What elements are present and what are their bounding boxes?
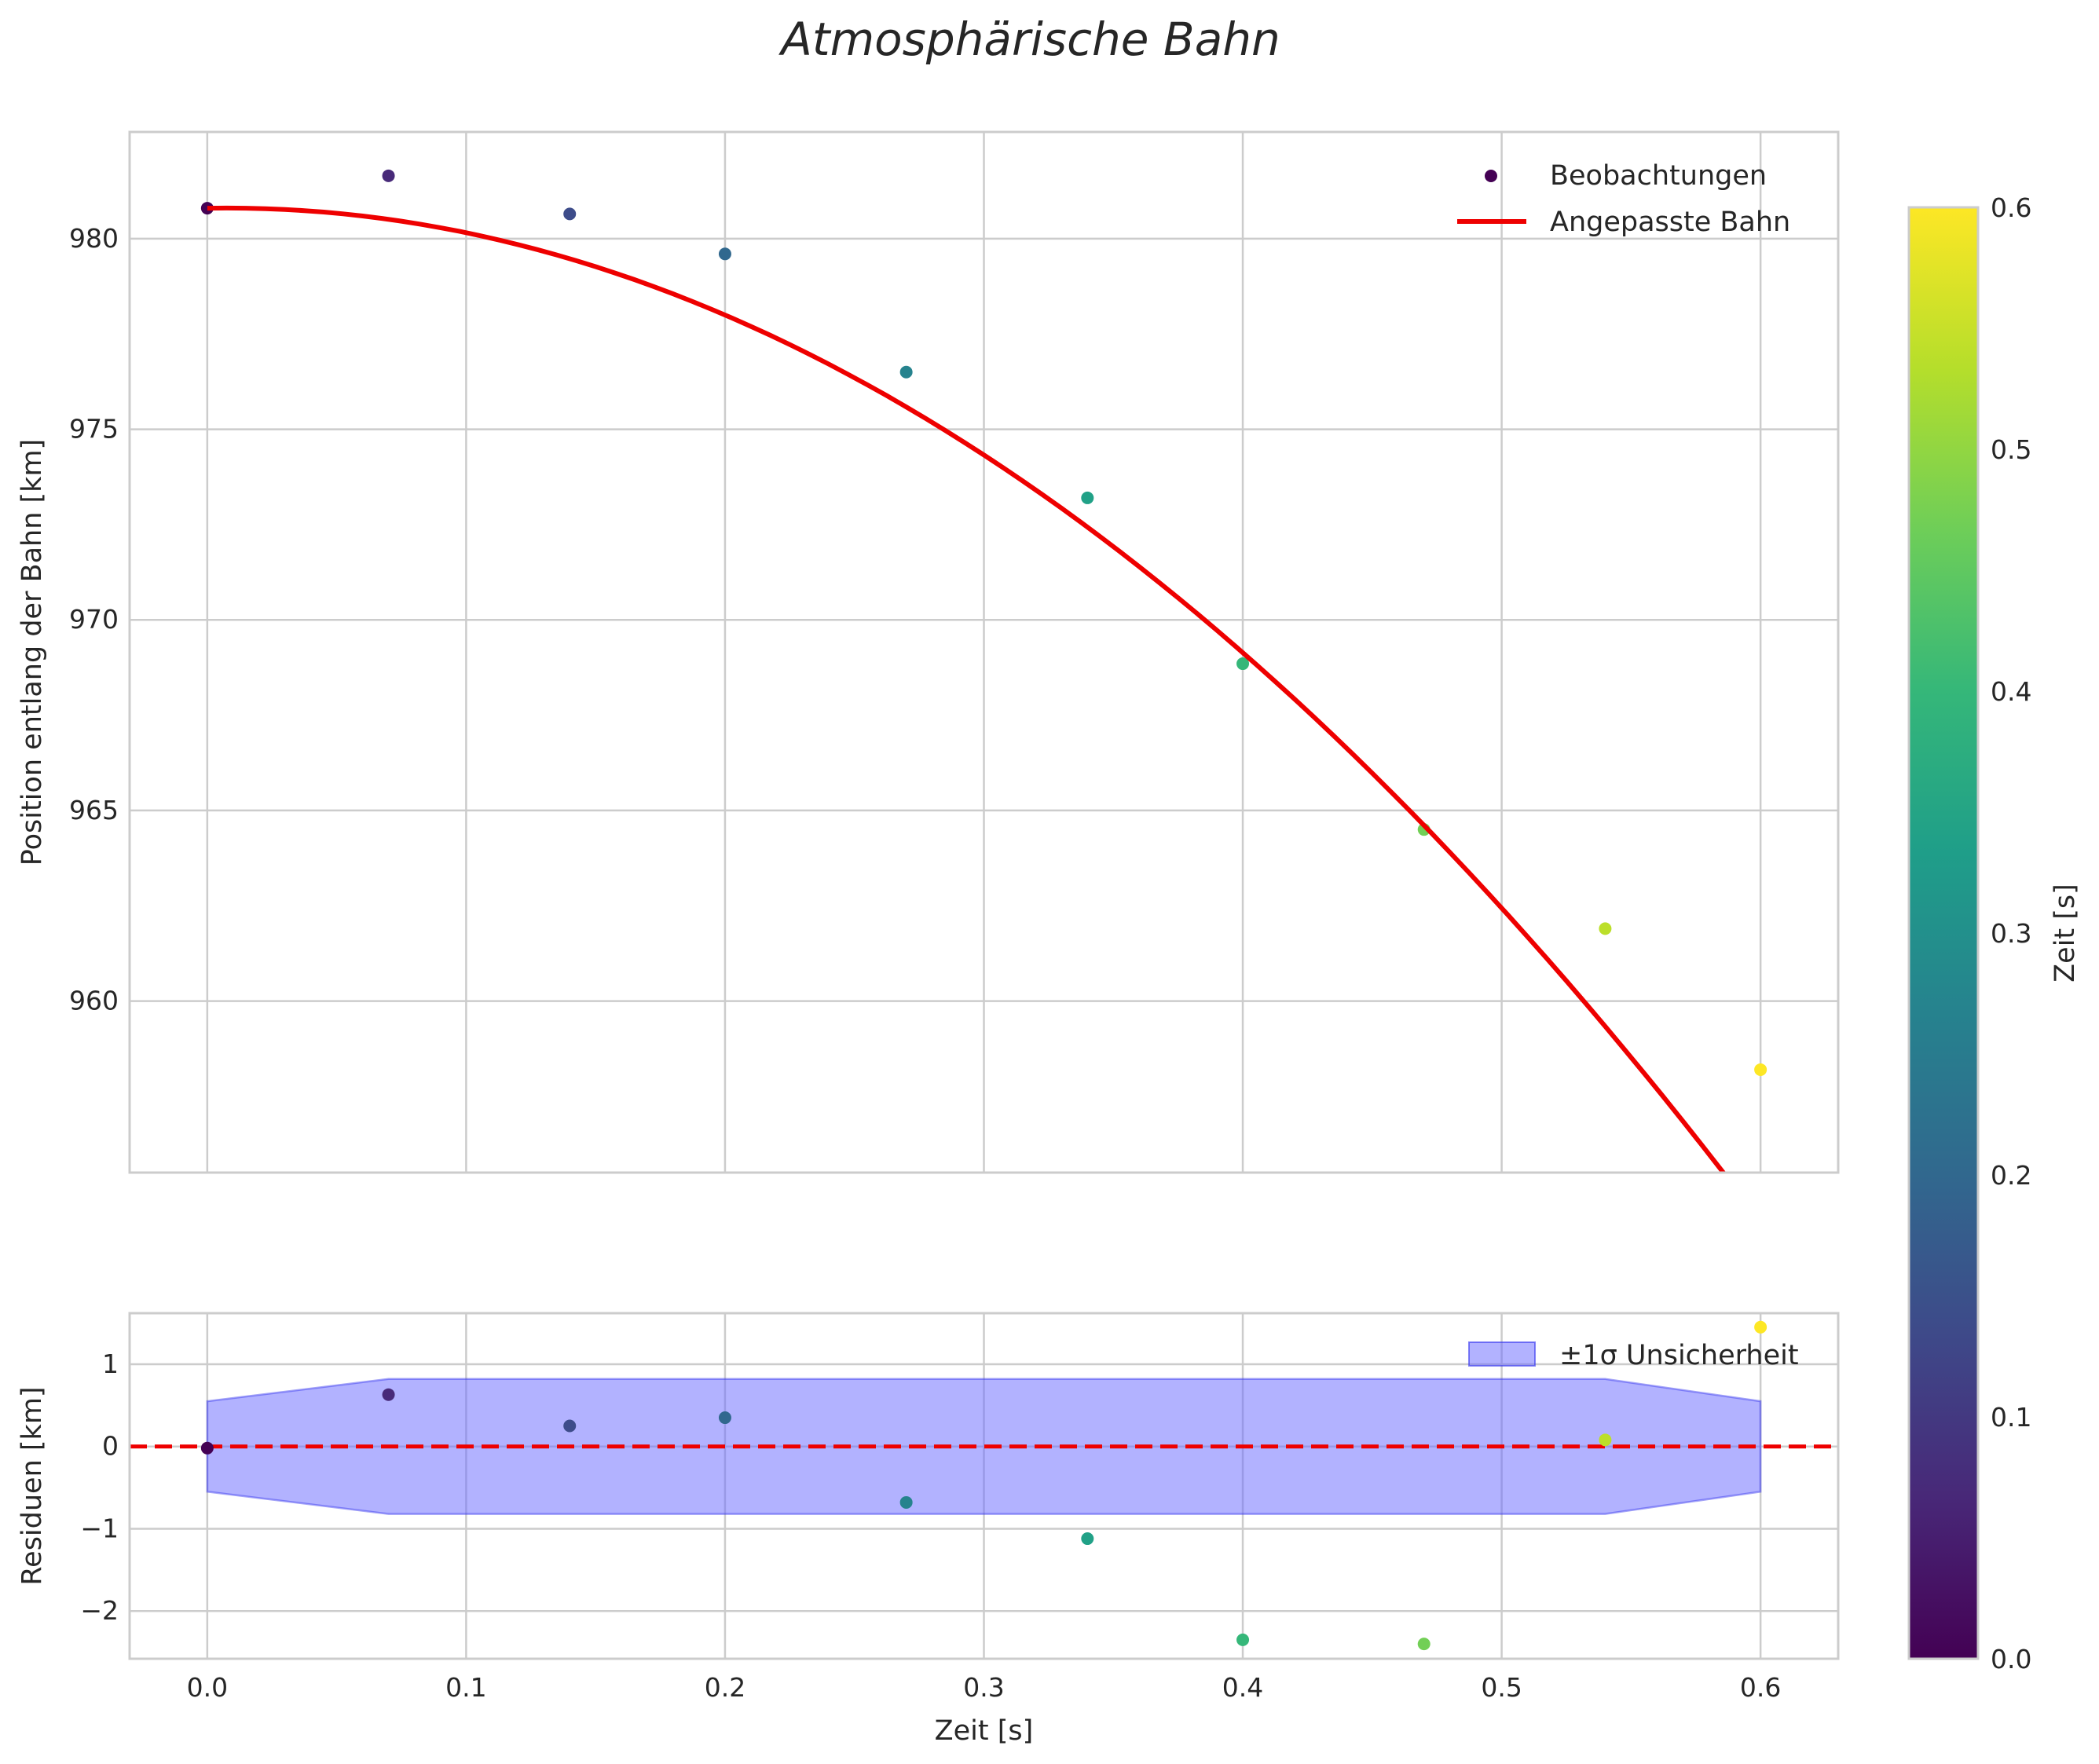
colorbar: 0.0 0.1 0.2 0.3 0.4 0.5 0.6 Zeit [s] [1907,192,2081,1674]
data-point [718,1411,731,1425]
y-tick-label: 965 [69,795,119,825]
data-point [1599,1433,1612,1447]
chart-title: Atmosphärische Bahn [778,13,1280,66]
colorbar-tick-label: 0.3 [1991,918,2031,949]
main-plot-panel: 960 965 970 975 980 Position entlang der Bahn… [16,130,1840,1174]
data-point [1754,1063,1767,1076]
plot-area [130,1320,1838,1651]
data-point [1754,1320,1767,1334]
data-point [1081,491,1094,504]
data-point [899,1495,913,1509]
legend-residuals: ±1σ Unsicherheit [1468,1340,1799,1371]
x-tick-label: 0.3 [963,1672,1004,1703]
x-axis-label: Zeit [s] [935,1715,1034,1747]
plot-area [200,169,1767,1173]
x-tick-label: 0.5 [1481,1672,1522,1703]
x-tick-label: 0.6 [1740,1672,1781,1703]
legend-label-angepasste-bahn: Angepasste Bahn [1550,207,1790,238]
legend-marker-beobachtungen [1485,170,1497,182]
residual-plot-panel: 0.0 0.1 0.2 0.3 0.4 0.5 0.6 −2 −1 0 1 Residuen [km]… [16,1312,1840,1747]
colorbar-tick-label: 0.2 [1991,1160,2031,1191]
x-tick-label: 0.4 [1222,1672,1263,1703]
x-tick-label: 0.1 [445,1672,486,1703]
colorbar-label: Zeit [s] [2050,884,2081,983]
colorbar-tick-label: 0.1 [1991,1402,2031,1433]
data-point [1236,657,1250,671]
y-axis-label: Position entlang der Bahn [km] [16,439,48,866]
data-point [1417,1638,1430,1651]
legend-swatch-uncertainty [1468,1341,1536,1367]
plot-frame [128,1312,1840,1660]
data-point [1236,1633,1250,1646]
colorbar-tick-label: 0.0 [1991,1644,2031,1674]
colorbar-tick-label: 0.6 [1991,192,2031,223]
y-tick-label: 1 [102,1349,119,1379]
legend-main: Beobachtungen Angepasste Bahn [1457,160,1790,238]
y-axis-label: Residuen [km] [16,1386,48,1585]
data-point [563,207,577,221]
colorbar-tick-label: 0.5 [1991,434,2031,465]
y-tick-label: −2 [80,1595,119,1626]
y-tick-label: 0 [102,1431,119,1462]
x-tick-label: 0.2 [705,1672,745,1703]
data-point [200,1441,214,1455]
data-point [1599,922,1612,935]
y-tick-label: 975 [69,414,119,445]
uncertainty-band [206,1378,1762,1515]
data-point [382,1388,395,1401]
y-tick-label: 960 [69,986,119,1016]
data-point [200,202,214,215]
plot-frame [128,130,1840,1174]
data-point [382,169,395,182]
y-tick-label: 970 [69,604,119,635]
colorbar-frame [1907,206,1980,1660]
colorbar-tick-label: 0.4 [1991,676,2031,707]
y-tick-label: −1 [80,1513,119,1543]
legend-label-beobachtungen: Beobachtungen [1550,160,1767,192]
y-tick-label: 980 [69,223,119,254]
x-tick-label: 0.0 [187,1672,228,1703]
data-point [899,365,913,379]
legend-label-uncertainty: ±1σ Unsicherheit [1559,1340,1799,1371]
fitted-curve [207,205,1727,1173]
data-point [563,1419,577,1433]
data-point [1081,1532,1094,1546]
colorbar-gradient [1909,207,1978,1659]
data-point [718,247,731,261]
